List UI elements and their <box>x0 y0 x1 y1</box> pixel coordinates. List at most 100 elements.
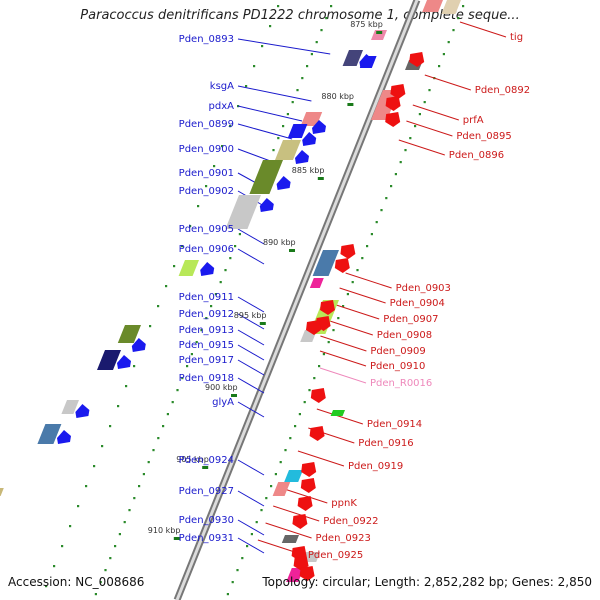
track-dot <box>186 365 189 368</box>
track-dot <box>261 45 264 48</box>
plus-gene-feature <box>287 124 308 138</box>
tick-mark <box>347 103 354 106</box>
plus-gene-feature <box>300 112 323 126</box>
plus-gene-feature <box>249 160 283 194</box>
track-dot <box>250 533 253 536</box>
leader-line <box>297 450 345 467</box>
leader-line <box>237 519 265 536</box>
gene-label-plus: Pden_0930 <box>179 515 234 526</box>
kbp-ticks: 875 kbp 880 kbp 885 kbp 890 kbp 895 kbp 900 k… <box>148 20 383 540</box>
gene-label-plus: Pden_0905 <box>179 224 234 235</box>
plus-strand-arrow <box>259 198 274 212</box>
gene-labels[interactable]: Pden_0893 ksgA pdxA Pden_0899 Pden_0900 Pden_… <box>179 32 530 561</box>
minus-strand-arrow <box>292 514 308 529</box>
track-dot <box>320 29 323 32</box>
minus-strand-arrow <box>385 96 401 111</box>
track-dot <box>118 533 121 536</box>
tick-mark <box>376 31 383 34</box>
track-dot <box>229 125 232 128</box>
track-dot <box>224 269 227 272</box>
minus-strand-arrow <box>310 388 326 403</box>
gene-label-minus: Pden_0919 <box>348 461 403 472</box>
track-dot <box>125 385 128 388</box>
tick-mark <box>317 177 324 180</box>
gene-label-minus: Pden_0922 <box>323 516 378 527</box>
leader-line <box>326 319 373 336</box>
outer-dotted-track-left <box>94 5 333 596</box>
track-dot <box>157 437 160 440</box>
leader-line <box>237 313 265 330</box>
gene-label-plus: ksgA <box>210 81 234 92</box>
track-dot <box>99 581 102 584</box>
gene-label-minus: Pden_0910 <box>370 361 425 372</box>
leader-line <box>406 120 453 137</box>
label-leader-lines <box>237 21 507 556</box>
leader-line <box>237 296 265 313</box>
track-dot <box>330 5 333 8</box>
track-dot <box>385 197 388 200</box>
minus-gene-feature <box>312 250 339 276</box>
gene-label-minus: tig <box>510 32 523 43</box>
track-dot <box>298 413 301 416</box>
gene-label-minus: Pden_0895 <box>456 131 511 142</box>
gene-label-plus: Pden_0927 <box>179 486 234 497</box>
gene-label-plus: Pden_0913 <box>179 325 234 336</box>
track-dot <box>200 329 203 332</box>
track-dot <box>205 185 208 188</box>
track-dot <box>409 137 412 140</box>
track-dot <box>447 41 450 44</box>
gene-label-minus: Pden_0907 <box>383 314 438 325</box>
gene-label-minus: Pden_0909 <box>370 346 425 357</box>
track-dot <box>286 113 289 116</box>
track-dot <box>399 161 402 164</box>
track-dot <box>147 461 150 464</box>
track-dot <box>241 557 244 560</box>
tick-label: 885 kbp <box>292 166 325 175</box>
track-dot <box>351 281 354 284</box>
track-dot <box>229 257 232 260</box>
leader-line <box>237 329 265 346</box>
minus-strand-arrow <box>390 84 406 99</box>
track-dot <box>274 473 277 476</box>
track-dot <box>123 521 126 524</box>
leader-line <box>424 74 471 91</box>
plus-gene-feature <box>0 488 4 496</box>
leader-line <box>333 303 380 320</box>
tick-label: 910 kbp <box>148 526 181 535</box>
tick-mark <box>259 322 266 325</box>
track-dot <box>69 525 72 528</box>
track-dot <box>253 65 256 68</box>
accession-text: Accession: NC_008686 <box>8 575 145 589</box>
minus-strand-arrow <box>334 258 350 273</box>
tick-label: 905 kbp <box>176 455 209 464</box>
track-dot <box>85 485 88 488</box>
plus-gene-feature <box>61 400 79 414</box>
track-dot <box>142 473 145 476</box>
track-dot <box>181 245 184 248</box>
track-dot <box>418 113 421 116</box>
minus-strand-arrow <box>385 112 401 127</box>
gene-features <box>0 0 461 582</box>
gene-label-minus: Pden_0908 <box>377 330 432 341</box>
track-dot <box>272 149 275 152</box>
plus-gene-feature <box>342 50 363 66</box>
gene-label-plus: glyA <box>212 397 234 408</box>
track-dot <box>255 521 258 524</box>
track-dot <box>226 593 229 596</box>
track-dot <box>117 405 120 408</box>
track-dot <box>414 125 417 128</box>
gene-label-plus: Pden_0924 <box>179 455 234 466</box>
track-dot <box>171 401 174 404</box>
track-dot <box>277 137 280 140</box>
leader-line <box>237 248 265 265</box>
minus-gene-feature <box>284 470 303 482</box>
tick-label: 875 kbp <box>350 20 383 29</box>
track-dot <box>61 545 64 548</box>
leader-line <box>339 287 386 304</box>
track-dot <box>390 185 393 188</box>
track-dot <box>197 205 200 208</box>
track-dot <box>308 389 311 392</box>
tick-label: 880 kbp <box>321 92 354 101</box>
plus-strand-arrow <box>295 150 309 164</box>
plus-strand-arrow <box>359 54 374 68</box>
